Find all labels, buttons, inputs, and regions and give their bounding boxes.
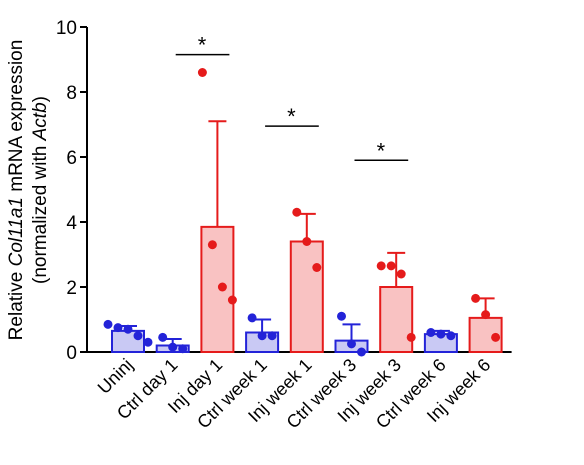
y-tick-label: 10 xyxy=(56,18,77,39)
significance-label: * xyxy=(198,33,207,58)
error-bar xyxy=(342,323,361,341)
y-label-part: Actb xyxy=(30,102,51,141)
error-bar xyxy=(387,251,406,287)
y-label-part: ) xyxy=(30,96,51,102)
y-axis-label: (normalized with Actb) xyxy=(30,96,51,284)
data-point xyxy=(207,240,217,250)
data-point xyxy=(471,293,481,303)
data-point xyxy=(227,295,237,305)
data-point xyxy=(123,324,133,334)
y-label-part: Col11a1 xyxy=(6,197,27,266)
bar xyxy=(200,225,235,353)
y-tick-label: 4 xyxy=(66,213,77,234)
data-point xyxy=(247,313,257,323)
data-point xyxy=(217,282,227,292)
y-tick-label: 0 xyxy=(66,343,77,364)
data-point xyxy=(436,329,446,339)
bar xyxy=(289,240,324,353)
data-point xyxy=(113,323,123,333)
significance-label: * xyxy=(377,138,386,163)
y-tick-label: 2 xyxy=(66,278,77,299)
data-point xyxy=(267,331,277,341)
data-point xyxy=(396,269,406,279)
y-label-part: mRNA expression xyxy=(6,40,27,197)
data-point xyxy=(133,331,143,341)
data-point xyxy=(257,331,267,341)
data-point xyxy=(446,331,456,341)
data-point xyxy=(481,310,491,320)
data-point xyxy=(376,261,386,271)
data-point xyxy=(178,344,188,354)
data-point xyxy=(168,342,178,352)
data-point xyxy=(158,332,168,342)
data-point xyxy=(337,311,346,321)
data-point xyxy=(491,332,501,342)
data-point xyxy=(103,319,113,329)
data-point xyxy=(292,207,302,217)
y-label-part: (normalized with xyxy=(30,140,51,284)
data-point xyxy=(406,332,416,342)
data-point xyxy=(426,328,436,337)
y-axis-label: Relative Col11a1 mRNA expression xyxy=(6,40,27,341)
data-point xyxy=(347,339,356,349)
data-point xyxy=(357,347,366,357)
error-bar xyxy=(253,318,272,333)
y-label-part: Relative xyxy=(6,266,27,340)
error-bar xyxy=(208,120,227,227)
data-point xyxy=(302,237,312,246)
bar xyxy=(379,286,414,353)
significance-label: * xyxy=(287,104,296,129)
data-point xyxy=(386,261,396,271)
y-tick-label: 8 xyxy=(66,83,77,104)
y-tick-label: 6 xyxy=(66,148,77,169)
data-point xyxy=(197,68,207,77)
data-point xyxy=(143,337,153,347)
data-point xyxy=(312,263,322,272)
